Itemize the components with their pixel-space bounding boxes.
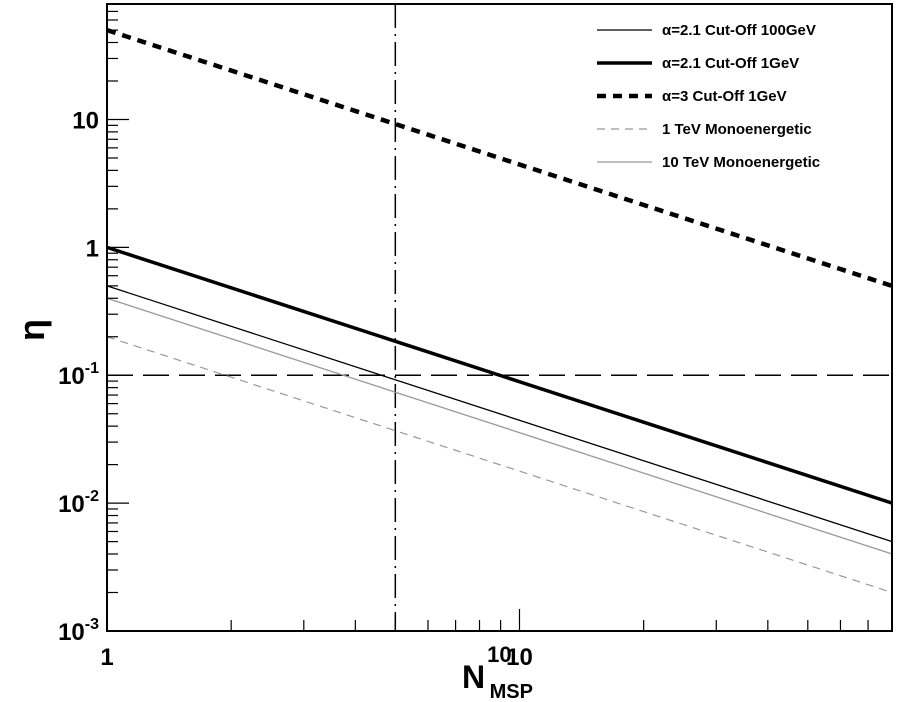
axis-titles: η N MSP 10 bbox=[11, 319, 537, 702]
y-axis-label: η bbox=[11, 319, 52, 341]
legend-label-5: 10 TeV Monoenergetic bbox=[662, 154, 820, 171]
y-tick-label: 10 bbox=[72, 107, 99, 134]
y-tick-label-base: 10 bbox=[58, 363, 85, 390]
series-layer bbox=[106, 27, 893, 594]
x-axis-label-sub: MSP bbox=[490, 681, 533, 702]
y-tick-label-base: 10 bbox=[58, 491, 85, 518]
y-tick-label: 1 bbox=[86, 235, 99, 262]
series-line-3 bbox=[106, 27, 893, 288]
x-axis-label-main: N bbox=[462, 659, 485, 695]
x-axis-label: N MSP 10 bbox=[462, 642, 537, 702]
legend: α=2.1 Cut-Off 100GeV α=2.1 Cut-Off 1GeV α=… bbox=[597, 22, 820, 171]
y-tick-label: 10-2 bbox=[58, 488, 99, 518]
x-tick-label: 10 bbox=[506, 644, 533, 671]
series-line-1 bbox=[106, 285, 893, 543]
y-tick-label-base: 10 bbox=[58, 619, 85, 646]
y-tick-label-exp: -2 bbox=[85, 488, 99, 505]
y-tick-label: 10-1 bbox=[58, 360, 99, 390]
y-tick-label-exp: -1 bbox=[85, 360, 99, 377]
legend-label-1: α=2.1 Cut-Off 100GeV bbox=[662, 22, 816, 39]
series-line-5 bbox=[106, 297, 893, 555]
series-line-2 bbox=[106, 245, 893, 505]
x-tick-label: 1 bbox=[100, 644, 113, 671]
y-tick-label-exp: -3 bbox=[85, 616, 99, 633]
series-line-4 bbox=[106, 336, 893, 594]
y-tick-label: 10-3 bbox=[58, 616, 99, 646]
legend-label-3: α=3 Cut-Off 1GeV bbox=[662, 88, 787, 105]
legend-label-2: α=2.1 Cut-Off 1GeV bbox=[662, 55, 799, 72]
plot-frame bbox=[106, 3, 893, 632]
reference-lines bbox=[107, 4, 892, 631]
x-axis-label-sup: 10 bbox=[487, 642, 511, 667]
legend-label-4: 1 TeV Monoenergetic bbox=[662, 121, 812, 138]
